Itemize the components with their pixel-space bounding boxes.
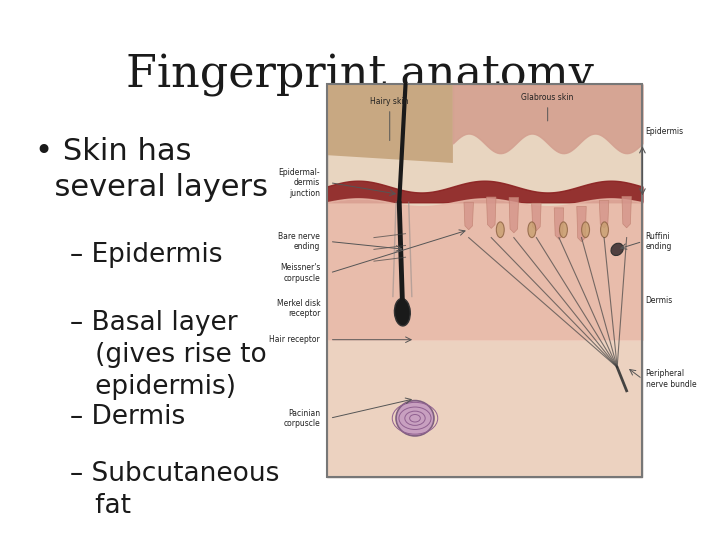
- Text: Hairy skin: Hairy skin: [371, 97, 409, 140]
- Polygon shape: [487, 197, 496, 228]
- Polygon shape: [599, 200, 609, 228]
- Text: Peripheral
nerve bundle: Peripheral nerve bundle: [646, 369, 696, 389]
- Polygon shape: [327, 84, 453, 163]
- Text: Meissner's
corpuscle: Meissner's corpuscle: [280, 263, 320, 282]
- FancyBboxPatch shape: [327, 84, 642, 477]
- Text: – Dermis: – Dermis: [71, 404, 186, 430]
- Text: Dermis: Dermis: [646, 296, 672, 305]
- Polygon shape: [622, 197, 631, 228]
- Text: • Skin has
  several layers: • Skin has several layers: [35, 138, 268, 202]
- Text: Hair receptor: Hair receptor: [269, 335, 320, 344]
- Polygon shape: [577, 206, 586, 242]
- Text: Merkel disk
receptor: Merkel disk receptor: [276, 299, 320, 318]
- Text: Pacinian
corpuscle: Pacinian corpuscle: [284, 409, 320, 428]
- Ellipse shape: [528, 222, 536, 238]
- Polygon shape: [554, 208, 564, 239]
- Text: – Subcutaneous
   fat: – Subcutaneous fat: [71, 461, 280, 519]
- Polygon shape: [509, 198, 518, 233]
- Ellipse shape: [611, 243, 624, 255]
- Ellipse shape: [600, 222, 608, 238]
- Text: Fingerprint anatomy: Fingerprint anatomy: [126, 54, 594, 97]
- Text: – Epidermis: – Epidermis: [71, 242, 223, 268]
- Text: Bare nerve
ending: Bare nerve ending: [279, 232, 320, 251]
- Text: Epidermal-
dermis
junction: Epidermal- dermis junction: [279, 168, 320, 198]
- Text: Epidermis: Epidermis: [646, 127, 684, 136]
- Ellipse shape: [395, 299, 410, 326]
- Polygon shape: [531, 203, 541, 231]
- Ellipse shape: [396, 401, 434, 436]
- Text: Glabrous skin: Glabrous skin: [521, 93, 574, 121]
- Text: Ruffini
ending: Ruffini ending: [646, 232, 672, 251]
- Ellipse shape: [559, 222, 567, 238]
- Ellipse shape: [582, 222, 590, 238]
- Text: – Basal layer
   (gives rise to
   epidermis): – Basal layer (gives rise to epidermis): [71, 310, 267, 400]
- Polygon shape: [464, 202, 474, 230]
- Ellipse shape: [496, 222, 504, 238]
